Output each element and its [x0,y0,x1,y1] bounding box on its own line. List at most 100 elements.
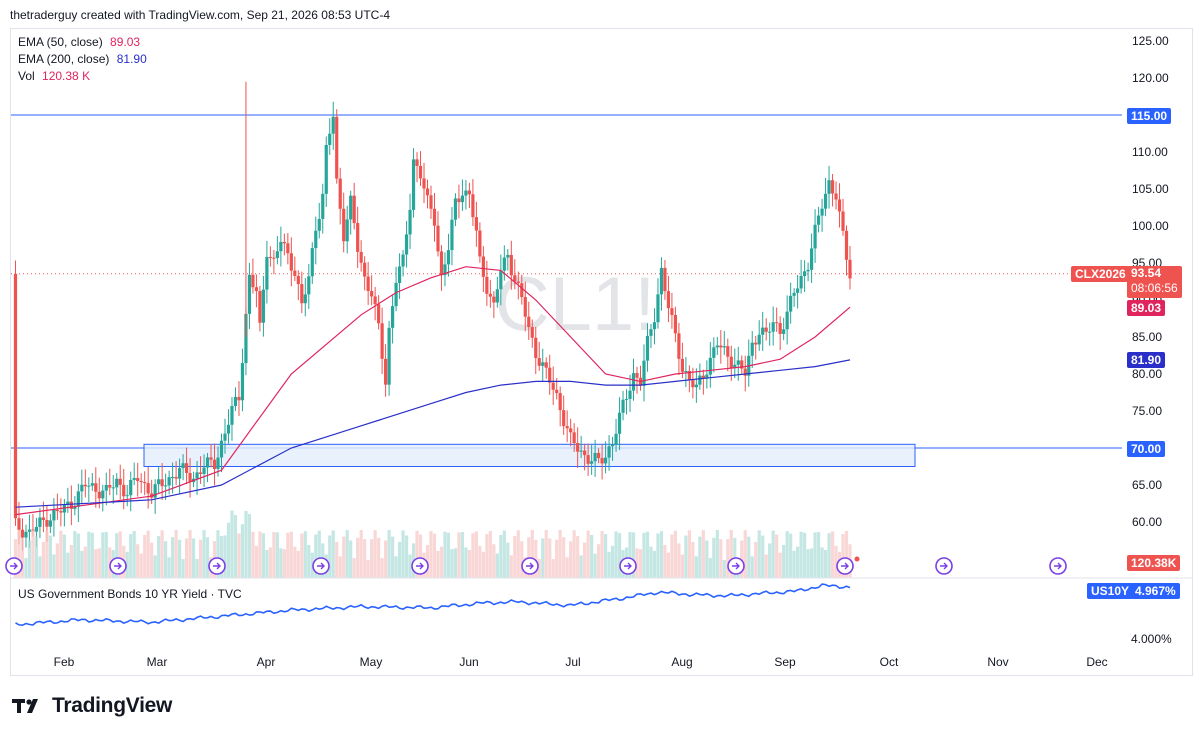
volume-bar [27,540,32,578]
volume-bar [799,531,803,578]
candle-body [485,276,489,294]
candle-body [415,159,419,166]
candle-body [565,426,569,429]
volume-bar [167,557,171,578]
volume-bar [450,549,454,578]
volume-bar [171,537,175,578]
candle-body [143,482,147,484]
volume-bar [233,514,238,578]
volume-bar [715,530,719,578]
candle-body [764,327,768,332]
legend-vol[interactable]: Vol 120.38 K [18,69,90,83]
candle-body [122,484,126,497]
tag-last-price: 93.54 08:06:56 [1127,266,1182,298]
y-tick-label: 85.00 [1132,330,1162,344]
y-tick-label: 100.00 [1132,219,1169,233]
candle-body [450,219,454,251]
volume-bar [314,534,318,578]
volume-bar [359,530,363,578]
candle-body [244,313,248,364]
volume-bar [390,536,395,578]
volume-bar [443,531,447,578]
volume-bar [258,531,262,578]
candle-body [59,511,63,513]
candle-body [167,477,171,486]
candle-body [610,444,615,447]
candle-body [705,374,709,379]
candle-body [370,290,374,297]
volume-bar [404,535,409,578]
candle-body [404,234,409,255]
volume-bar [569,541,573,578]
volume-bar [202,530,206,578]
footer-logo[interactable]: TradingView [12,694,172,718]
candle-body [331,116,335,134]
legend-ema200[interactable]: EMA (200, close) 81.90 [18,52,147,66]
volume-bar [761,535,765,578]
volume-bar [115,533,119,578]
volume-bar [384,540,388,578]
volume-bar [293,546,297,578]
volume-bar [73,531,77,578]
candle-body [83,484,87,487]
candle-body [600,458,604,464]
tag-countdown: 08:06:56 [1131,281,1178,295]
volume-bar [565,557,569,578]
candle-body [687,370,691,381]
candle-body [834,193,838,200]
volume-bar [230,510,234,578]
candle-body [729,356,733,369]
volume-bar [157,536,161,578]
candle-body [87,485,91,487]
volume-bar [247,514,252,578]
candle-body [212,459,217,470]
volume-bar [349,540,353,578]
ema50-line [15,266,851,516]
candle-body [111,487,115,489]
volume-bar [534,539,538,578]
legend-ema50[interactable]: EMA (50, close) 89.03 [18,35,140,49]
volume-bar [789,533,793,578]
volume-bar [687,530,691,578]
volume-bar [338,556,342,578]
tag-symbol: CLX2026 [1071,266,1130,282]
volume-bar [45,530,49,578]
candle-body [115,478,119,488]
candle-body [460,195,465,203]
candle-body [219,440,224,458]
candle-body [411,159,416,210]
y-tick-label: 65.00 [1132,478,1162,492]
volume-bar [513,536,517,578]
candle-body [715,345,719,348]
candle-body [841,211,845,231]
x-tick-label: Mar [147,655,168,669]
candle-body [363,262,367,277]
volume-bar [178,539,182,578]
volume-bar [76,533,80,578]
chart-attribution: thetraderguy created with TradingView.co… [10,8,390,22]
x-tick-label: Jun [459,655,478,669]
volume-bar [48,535,53,578]
volume-bar [219,536,224,578]
candle-body [757,334,761,345]
volume-bar [754,541,758,578]
volume-bar [272,532,276,578]
volume-bar [652,550,657,578]
candle-body [813,224,817,249]
volume-bar [659,531,664,578]
candle-body [366,276,370,291]
volume-bar [757,530,761,578]
candle-body [478,230,482,257]
volume-bar [520,541,524,578]
candle-body [541,362,545,366]
candle-body [537,358,541,366]
volume-bar [492,544,496,578]
candle-body [230,405,234,425]
volume-bar [610,545,615,578]
candle-body [314,230,318,249]
volume-bar [195,559,199,578]
volume-bar [216,530,220,578]
ema200-line [15,359,851,508]
candle-body [418,165,423,179]
